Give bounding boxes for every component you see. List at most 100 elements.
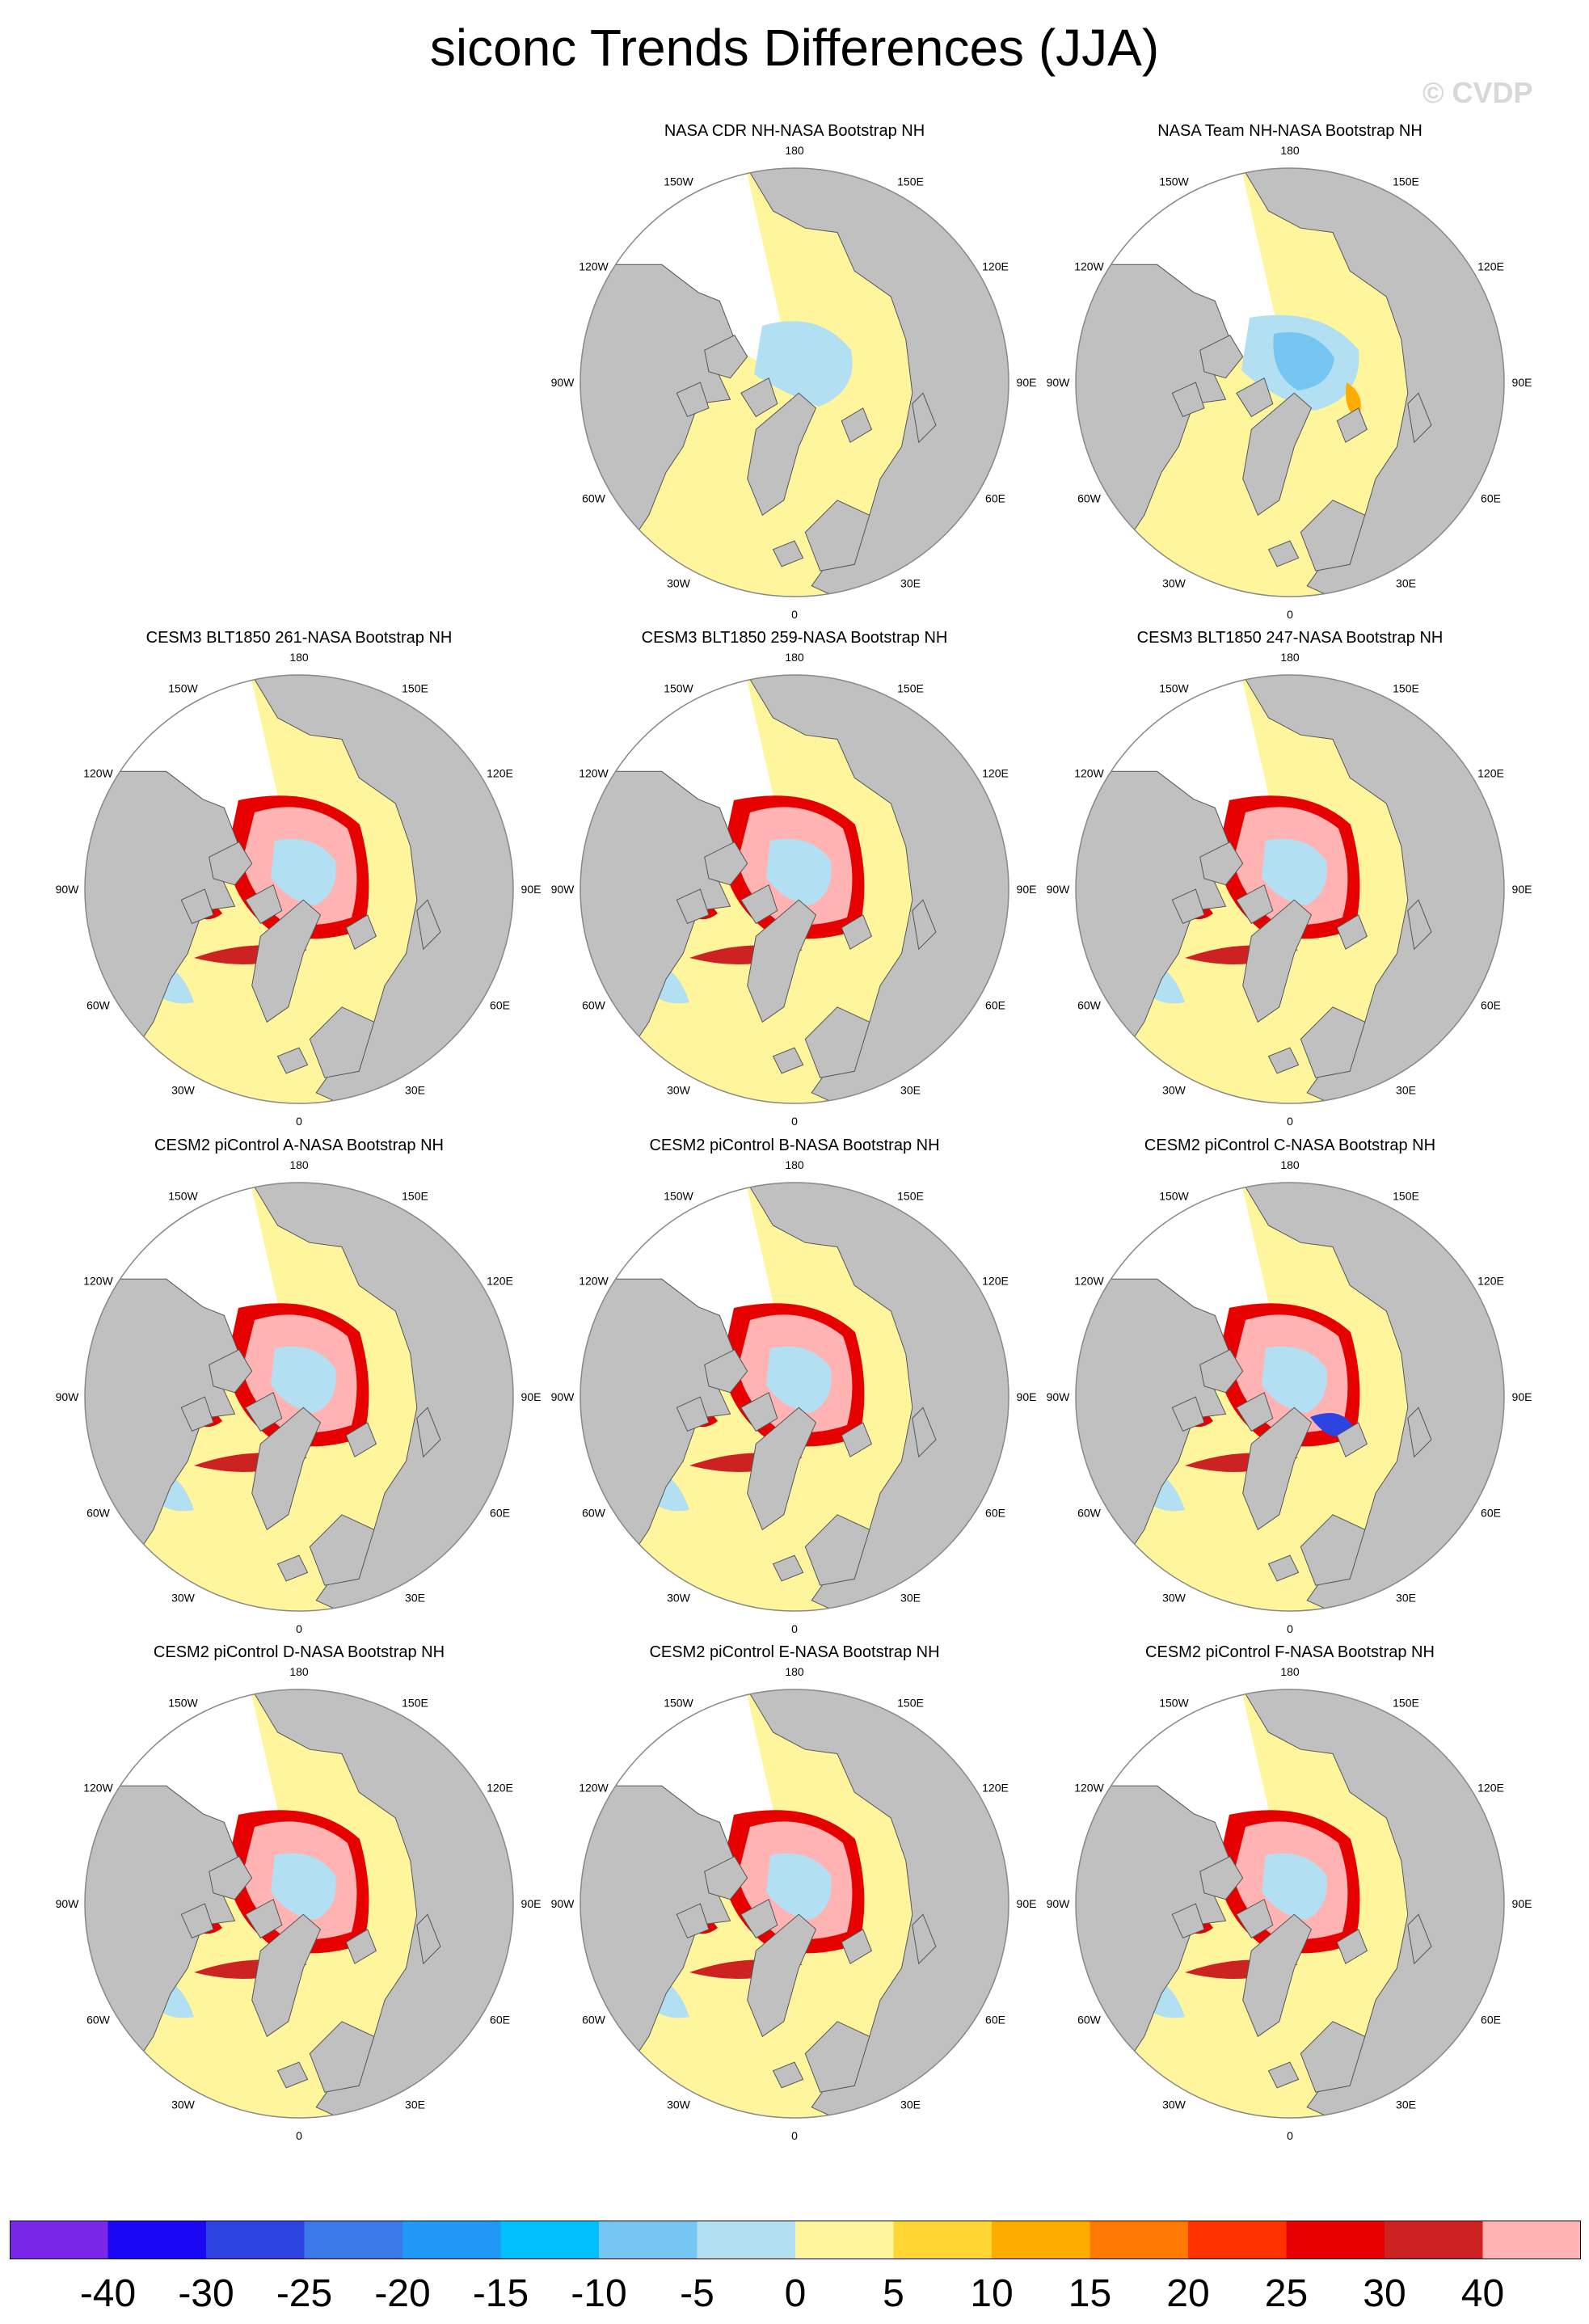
colorbar-tick-label: -30 <box>178 2272 234 2315</box>
map-border <box>84 674 514 1104</box>
longitude-label: 150W <box>1159 1190 1189 1203</box>
colorbar-swatch <box>206 2221 305 2259</box>
colorbar-tick-label: -25 <box>276 2272 333 2315</box>
panel-title: CESM2 piControl F-NASA Bootstrap NH <box>1145 1643 1435 1661</box>
colorbar-tick-label: -10 <box>571 2272 627 2315</box>
longitude-label: 120E <box>1477 767 1504 780</box>
colorbar-tick-label: 40 <box>1460 2272 1505 2315</box>
longitude-label: 0 <box>1287 2129 1293 2142</box>
longitude-label: 180 <box>785 1665 804 1678</box>
longitude-label: 150E <box>897 682 924 695</box>
longitude-label: 30E <box>900 1084 921 1097</box>
colorbar-swatch <box>697 2221 796 2259</box>
map-border <box>1075 1182 1505 1612</box>
colorbar-swatch <box>403 2221 501 2259</box>
longitude-label: 150W <box>664 175 693 188</box>
longitude-label: 150E <box>1393 682 1419 695</box>
longitude-label: 30W <box>171 2098 196 2111</box>
colorbar-swatch <box>893 2221 993 2259</box>
map-panel: CESM2 piControl C-NASA Bootstrap NH 180 15… <box>1047 1137 1532 1635</box>
longitude-label: 30E <box>1396 577 1416 590</box>
longitude-label: 180 <box>785 651 804 664</box>
colorbar-tick-label: -40 <box>79 2272 137 2315</box>
longitude-label: 30W <box>1162 2098 1186 2111</box>
map-panels: NASA CDR NH-NASA Bootstrap NH 180 150E 120E… <box>56 122 1532 2142</box>
longitude-label: 30E <box>1396 1592 1416 1605</box>
longitude-label: 150W <box>168 682 198 695</box>
map-border <box>580 1182 1009 1612</box>
longitude-label: 120W <box>83 1782 113 1795</box>
longitude-label: 60E <box>985 999 1005 1012</box>
longitude-label: 90W <box>56 1390 80 1403</box>
panel-title: NASA Team NH-NASA Bootstrap NH <box>1157 122 1423 140</box>
map-panel: NASA Team NH-NASA Bootstrap NH 180 150E 120… <box>1047 122 1532 621</box>
colorbar-swatch <box>1482 2221 1581 2259</box>
longitude-label: 180 <box>1280 144 1300 157</box>
longitude-label: 60E <box>490 2014 510 2027</box>
longitude-label: 30E <box>405 1084 425 1097</box>
longitude-label: 90W <box>1047 883 1071 896</box>
longitude-label: 150E <box>897 175 924 188</box>
longitude-label: 90E <box>521 1390 542 1403</box>
longitude-label: 120E <box>982 1275 1009 1288</box>
map-panel: CESM3 BLT1850 261-NASA Bootstrap NH 180 15… <box>56 629 542 1128</box>
panel-title: CESM2 piControl E-NASA Bootstrap NH <box>649 1643 939 1661</box>
colorbar-tick-label: 5 <box>883 2272 904 2315</box>
longitude-label: 90E <box>1512 376 1532 389</box>
longitude-label: 150W <box>664 1697 693 1710</box>
longitude-label: 0 <box>1287 1115 1293 1128</box>
colorbar-tick-label: 30 <box>1363 2272 1406 2315</box>
longitude-label: 150W <box>664 1190 693 1203</box>
map-panel: CESM2 piControl E-NASA Bootstrap NH 180 15… <box>551 1643 1037 2142</box>
longitude-label: 30E <box>900 2098 921 2111</box>
panel-title: CESM2 piControl D-NASA Bootstrap NH <box>154 1643 445 1661</box>
longitude-label: 120E <box>487 767 513 780</box>
map-panel: CESM3 BLT1850 259-NASA Bootstrap NH 180 15… <box>551 629 1037 1128</box>
longitude-label: 30W <box>171 1084 196 1097</box>
longitude-label: 0 <box>791 2129 798 2142</box>
longitude-label: 90W <box>1047 1897 1071 1910</box>
map-border <box>580 674 1009 1104</box>
colorbar-tick-label: 20 <box>1166 2272 1210 2315</box>
colorbar-swatch <box>1188 2221 1287 2259</box>
colorbar-tick-label: -20 <box>374 2272 431 2315</box>
longitude-label: 180 <box>1280 651 1300 664</box>
figure-title: siconc Trends Differences (JJA) <box>429 19 1160 77</box>
longitude-label: 120W <box>83 1275 113 1288</box>
longitude-label: 60E <box>490 1507 510 1520</box>
longitude-label: 30E <box>405 1592 425 1605</box>
longitude-label: 90E <box>1017 376 1037 389</box>
longitude-label: 120W <box>579 767 609 780</box>
longitude-label: 180 <box>785 1158 804 1171</box>
map-border <box>580 1689 1009 2119</box>
longitude-label: 60W <box>86 1507 111 1520</box>
longitude-label: 30W <box>667 1592 691 1605</box>
longitude-label: 60W <box>1077 1507 1102 1520</box>
colorbar-swatch <box>795 2221 894 2259</box>
longitude-label: 150W <box>168 1190 198 1203</box>
longitude-label: 180 <box>1280 1158 1300 1171</box>
colorbar-swatch <box>599 2221 698 2259</box>
panel-title: NASA CDR NH-NASA Bootstrap NH <box>664 122 925 140</box>
longitude-label: 90W <box>551 1897 575 1910</box>
map-border <box>84 1689 514 2119</box>
panel-title: CESM2 piControl A-NASA Bootstrap NH <box>154 1137 444 1154</box>
longitude-label: 30E <box>900 1592 921 1605</box>
longitude-label: 120E <box>982 767 1009 780</box>
longitude-label: 150E <box>1393 1190 1419 1203</box>
map-panel: CESM2 piControl D-NASA Bootstrap NH 180 15… <box>56 1643 542 2142</box>
longitude-label: 60W <box>582 999 606 1012</box>
colorbar-swatch <box>1385 2221 1483 2259</box>
longitude-label: 0 <box>791 608 798 621</box>
longitude-label: 60E <box>490 999 510 1012</box>
map-panel: CESM3 BLT1850 247-NASA Bootstrap NH 180 15… <box>1047 629 1532 1128</box>
longitude-label: 180 <box>785 144 804 157</box>
longitude-label: 150E <box>402 1697 428 1710</box>
panel-title: CESM2 piControl B-NASA Bootstrap NH <box>649 1137 939 1154</box>
longitude-label: 120E <box>1477 1275 1504 1288</box>
longitude-label: 120W <box>83 767 113 780</box>
longitude-label: 60E <box>985 1507 1005 1520</box>
longitude-label: 90E <box>1017 1897 1037 1910</box>
longitude-label: 150E <box>402 1190 428 1203</box>
map-border <box>580 167 1009 597</box>
